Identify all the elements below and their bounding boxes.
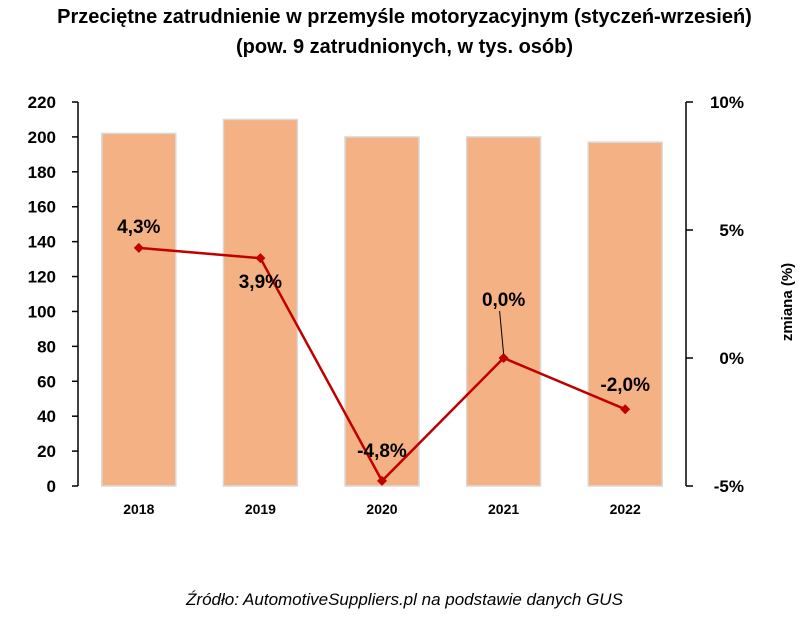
left-tick-label: 200 [28, 128, 56, 147]
combo-chart: 0 20 40 60 80 100 120 140 160 180 200 220 -5% 0% 5% 10… [28, 93, 796, 517]
x-tick-label: 2018 [123, 501, 154, 517]
left-tick-label: 100 [28, 302, 56, 321]
x-tick-label: 2020 [366, 501, 397, 517]
left-tick-label: 140 [28, 233, 56, 252]
label-leader-line [499, 310, 505, 355]
point-marker-2020 [377, 475, 387, 486]
x-axis-labels: 2018 2019 2020 2021 2022 [123, 501, 641, 517]
point-marker-2021 [498, 353, 509, 363]
right-tick-label: 10% [710, 93, 744, 112]
left-tick-label: 80 [37, 337, 56, 356]
left-tick-label: 120 [28, 268, 56, 287]
x-tick-label: 2021 [488, 501, 519, 517]
bar-series [101, 118, 663, 487]
point-labels: 4,3% 3,9% -4,8% 0,0% -2,0% [117, 217, 650, 462]
left-tick-label: 40 [37, 407, 56, 426]
right-axis-title: zmiana (%) [779, 263, 796, 341]
left-tick-label: 20 [37, 442, 56, 461]
bar-2021 [465, 136, 542, 487]
right-tick-label: -5% [714, 477, 744, 496]
x-tick-label: 2022 [610, 501, 641, 517]
right-y-axis: -5% 0% 5% 10% zmiana (%) [685, 93, 796, 496]
line-series [133, 242, 631, 486]
data-label-2018: 4,3% [117, 217, 160, 238]
left-y-axis: 0 20 40 60 80 100 120 140 160 180 200 220 [28, 93, 79, 496]
left-tick-label: 0 [47, 477, 56, 496]
bar-2022 [587, 141, 663, 487]
bar-2020 [344, 136, 420, 487]
right-tick-label: 0% [719, 349, 744, 368]
left-tick-label: 160 [28, 198, 56, 217]
bar-2019 [222, 118, 299, 487]
left-tick-label: 180 [28, 163, 56, 182]
point-marker-2019 [255, 253, 266, 264]
chart-subtitle: (pow. 9 zatrudnionych, w tys. osób) [235, 36, 574, 58]
point-marker-2018 [133, 242, 144, 253]
data-label-2019: 3,9% [239, 272, 282, 293]
right-tick-label: 5% [719, 221, 744, 240]
data-label-2022: -2,0% [600, 375, 650, 396]
bar-2018 [101, 132, 177, 487]
data-label-2020: -4,8% [357, 441, 407, 462]
source-note: Źródło: AutomotiveSuppliers.pl na podsta… [186, 590, 623, 609]
left-tick-label: 60 [37, 372, 56, 391]
data-label-2021: 0,0% [482, 290, 525, 311]
x-tick-label: 2019 [245, 501, 276, 517]
chart-title: Przeciętne zatrudnienie w przemyśle moto… [57, 6, 752, 28]
point-marker-2022 [620, 404, 631, 415]
left-tick-label: 220 [28, 93, 56, 112]
